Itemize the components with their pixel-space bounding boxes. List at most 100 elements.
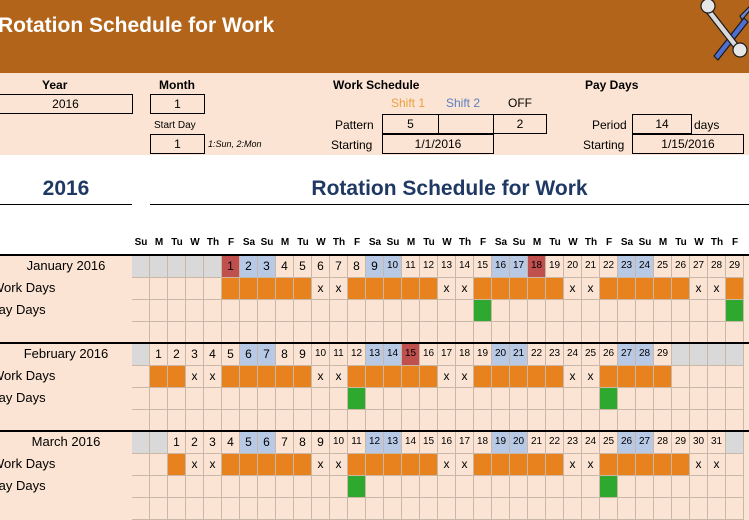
date-cell[interactable]: 6 (240, 344, 258, 366)
pay-day-cell[interactable] (168, 476, 186, 498)
date-cell[interactable]: 18 (456, 344, 474, 366)
pay-day-cell[interactable] (294, 300, 312, 322)
date-cell[interactable]: 10 (330, 432, 348, 454)
pay-day-cell[interactable] (222, 476, 240, 498)
pay-day-cell[interactable] (654, 388, 672, 410)
work-day-cell[interactable]: x (312, 454, 330, 476)
pay-day-cell[interactable] (546, 300, 564, 322)
pay-day-cell[interactable] (384, 300, 402, 322)
pay-day-cell[interactable] (312, 300, 330, 322)
pay-day-cell[interactable] (276, 300, 294, 322)
pay-day-cell[interactable] (366, 300, 384, 322)
work-day-cell[interactable]: x (582, 366, 600, 388)
work-day-cell[interactable] (150, 278, 168, 300)
date-cell[interactable]: 13 (384, 432, 402, 454)
date-cell[interactable]: 27 (690, 256, 708, 278)
date-cell[interactable]: 11 (348, 432, 366, 454)
work-day-cell[interactable] (402, 366, 420, 388)
work-day-cell[interactable] (636, 278, 654, 300)
work-day-cell[interactable] (528, 366, 546, 388)
pay-day-cell[interactable] (240, 300, 258, 322)
pay-day-cell[interactable] (474, 476, 492, 498)
work-starting-field[interactable]: 1/1/2016 (382, 134, 494, 154)
date-cell[interactable]: 31 (708, 432, 726, 454)
date-cell[interactable] (690, 344, 708, 366)
work-day-cell[interactable] (726, 454, 744, 476)
work-day-cell[interactable]: x (204, 454, 222, 476)
pay-day-cell[interactable] (222, 300, 240, 322)
date-cell[interactable] (672, 344, 690, 366)
work-day-cell[interactable] (168, 366, 186, 388)
pay-day-cell[interactable] (420, 476, 438, 498)
date-cell[interactable]: 2 (168, 344, 186, 366)
pay-day-cell[interactable] (186, 476, 204, 498)
date-cell[interactable]: 26 (672, 256, 690, 278)
pay-day-cell[interactable] (618, 388, 636, 410)
pay-day-cell[interactable] (348, 388, 366, 410)
work-day-cell[interactable] (654, 366, 672, 388)
pay-day-cell[interactable] (456, 476, 474, 498)
date-cell[interactable]: 26 (600, 344, 618, 366)
pay-day-cell[interactable] (672, 300, 690, 322)
date-cell[interactable]: 11 (330, 344, 348, 366)
work-day-cell[interactable]: x (312, 278, 330, 300)
month-field[interactable]: 1 (150, 94, 205, 114)
pay-day-cell[interactable] (474, 388, 492, 410)
pay-day-cell[interactable] (150, 388, 168, 410)
work-day-cell[interactable] (600, 278, 618, 300)
pay-day-cell[interactable] (384, 388, 402, 410)
work-day-cell[interactable] (708, 366, 726, 388)
date-cell[interactable]: 29 (672, 432, 690, 454)
pay-day-cell[interactable] (708, 388, 726, 410)
work-day-cell[interactable] (276, 278, 294, 300)
work-day-cell[interactable] (348, 366, 366, 388)
work-day-cell[interactable] (258, 454, 276, 476)
date-cell[interactable] (186, 256, 204, 278)
date-cell[interactable]: 26 (618, 432, 636, 454)
date-cell[interactable]: 1 (168, 432, 186, 454)
pattern-shift1-field[interactable]: 5 (382, 114, 439, 134)
date-cell[interactable]: 4 (276, 256, 294, 278)
pay-day-cell[interactable] (654, 300, 672, 322)
work-day-cell[interactable] (168, 278, 186, 300)
work-day-cell[interactable]: x (312, 366, 330, 388)
date-cell[interactable]: 19 (492, 432, 510, 454)
date-cell[interactable]: 3 (204, 432, 222, 454)
work-day-cell[interactable] (420, 366, 438, 388)
pay-day-cell[interactable] (564, 388, 582, 410)
date-cell[interactable]: 7 (330, 256, 348, 278)
work-day-cell[interactable] (294, 454, 312, 476)
work-day-cell[interactable] (546, 454, 564, 476)
work-day-cell[interactable] (492, 366, 510, 388)
date-cell[interactable]: 9 (294, 344, 312, 366)
work-day-cell[interactable] (492, 454, 510, 476)
date-cell[interactable]: 20 (564, 256, 582, 278)
work-day-cell[interactable] (240, 278, 258, 300)
work-day-cell[interactable]: x (330, 366, 348, 388)
work-day-cell[interactable] (168, 454, 186, 476)
work-day-cell[interactable] (636, 454, 654, 476)
date-cell[interactable]: 10 (384, 256, 402, 278)
pay-day-cell[interactable] (636, 388, 654, 410)
work-day-cell[interactable] (636, 366, 654, 388)
pay-day-cell[interactable] (330, 300, 348, 322)
work-day-cell[interactable] (384, 278, 402, 300)
pay-day-cell[interactable] (510, 300, 528, 322)
pay-day-cell[interactable] (600, 300, 618, 322)
work-day-cell[interactable]: x (708, 278, 726, 300)
work-day-cell[interactable] (672, 366, 690, 388)
work-day-cell[interactable] (204, 278, 222, 300)
pay-day-cell[interactable] (420, 300, 438, 322)
pay-day-cell[interactable] (312, 388, 330, 410)
work-day-cell[interactable] (150, 454, 168, 476)
date-cell[interactable]: 13 (366, 344, 384, 366)
work-day-cell[interactable] (276, 454, 294, 476)
work-day-cell[interactable] (132, 454, 150, 476)
work-day-cell[interactable]: x (582, 454, 600, 476)
date-cell[interactable]: 21 (510, 344, 528, 366)
work-day-cell[interactable]: x (204, 366, 222, 388)
pay-day-cell[interactable] (546, 476, 564, 498)
date-cell[interactable] (726, 344, 744, 366)
date-cell[interactable]: 5 (222, 344, 240, 366)
pay-starting-field[interactable]: 1/15/2016 (632, 134, 744, 154)
